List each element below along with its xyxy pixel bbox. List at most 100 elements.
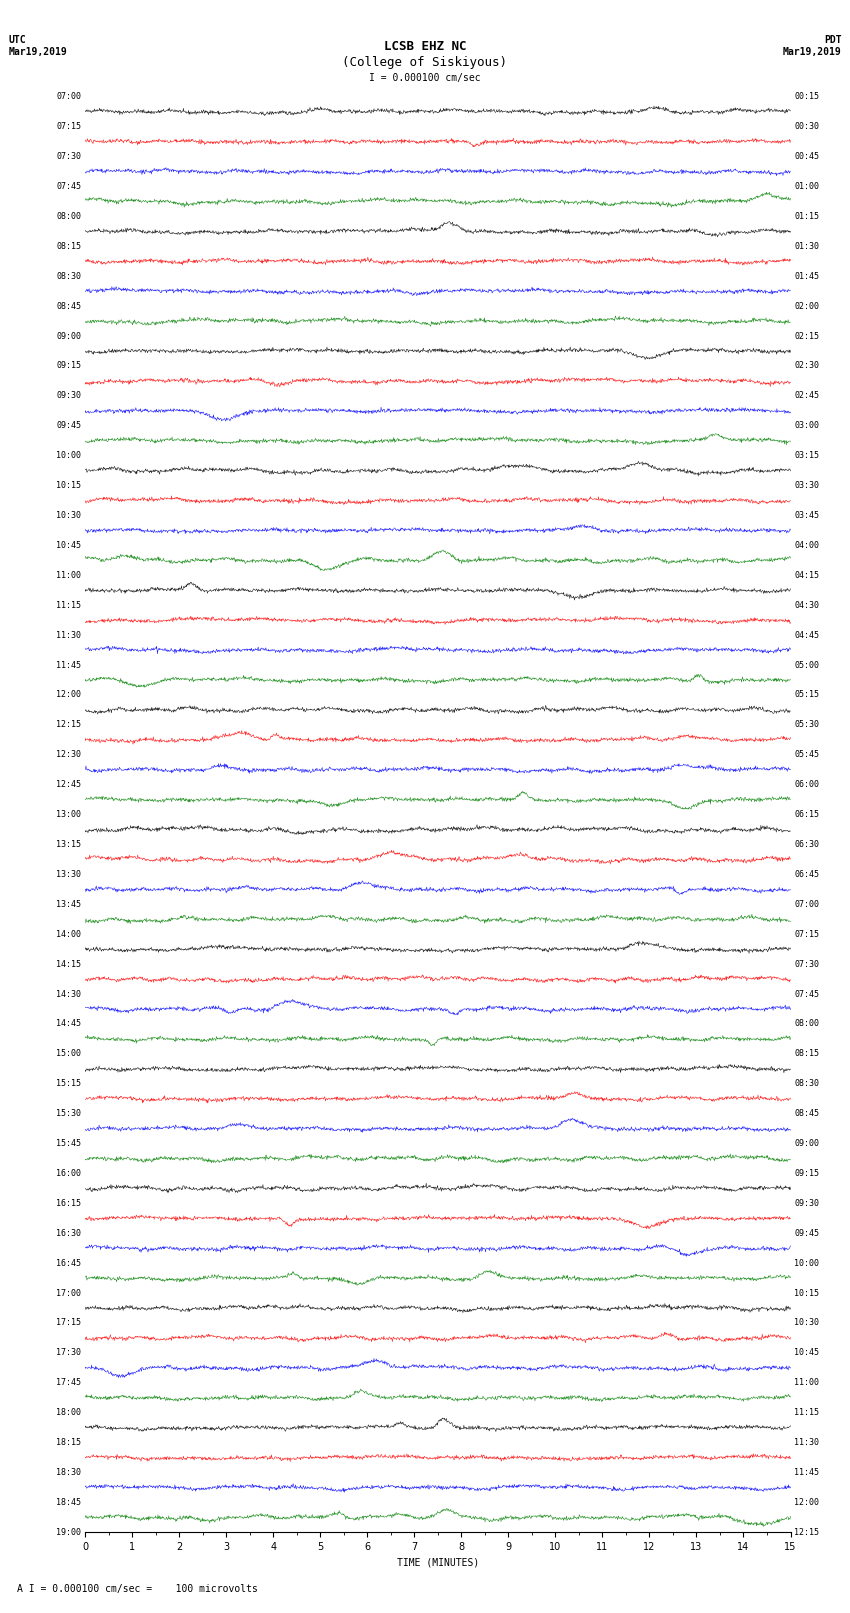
Text: 02:00: 02:00 bbox=[794, 302, 819, 311]
Text: 10:15: 10:15 bbox=[794, 1289, 819, 1297]
Text: 13:15: 13:15 bbox=[56, 840, 82, 848]
Text: 12:15: 12:15 bbox=[794, 1528, 819, 1537]
Text: 06:00: 06:00 bbox=[794, 781, 819, 789]
Text: 04:15: 04:15 bbox=[794, 571, 819, 579]
Text: 09:00: 09:00 bbox=[794, 1139, 819, 1148]
Text: 09:30: 09:30 bbox=[794, 1198, 819, 1208]
Text: 10:30: 10:30 bbox=[56, 511, 82, 519]
Text: 11:15: 11:15 bbox=[794, 1408, 819, 1418]
Text: 12:30: 12:30 bbox=[56, 750, 82, 760]
Text: 10:00: 10:00 bbox=[794, 1258, 819, 1268]
Text: 09:30: 09:30 bbox=[56, 392, 82, 400]
X-axis label: TIME (MINUTES): TIME (MINUTES) bbox=[397, 1558, 479, 1568]
Text: 01:45: 01:45 bbox=[794, 271, 819, 281]
Text: 07:30: 07:30 bbox=[794, 960, 819, 968]
Text: 04:30: 04:30 bbox=[794, 600, 819, 610]
Text: 17:30: 17:30 bbox=[56, 1348, 82, 1358]
Text: 10:30: 10:30 bbox=[794, 1318, 819, 1327]
Text: 18:15: 18:15 bbox=[56, 1439, 82, 1447]
Text: 06:30: 06:30 bbox=[794, 840, 819, 848]
Text: (College of Siskiyous): (College of Siskiyous) bbox=[343, 56, 507, 69]
Text: 08:30: 08:30 bbox=[56, 271, 82, 281]
Text: 01:15: 01:15 bbox=[794, 211, 819, 221]
Text: 16:00: 16:00 bbox=[56, 1169, 82, 1177]
Text: 01:30: 01:30 bbox=[794, 242, 819, 250]
Text: 03:45: 03:45 bbox=[794, 511, 819, 519]
Text: 12:45: 12:45 bbox=[56, 781, 82, 789]
Text: LCSB EHZ NC: LCSB EHZ NC bbox=[383, 40, 467, 53]
Text: 10:45: 10:45 bbox=[794, 1348, 819, 1358]
Text: 18:00: 18:00 bbox=[56, 1408, 82, 1418]
Text: 08:45: 08:45 bbox=[56, 302, 82, 311]
Text: 07:45: 07:45 bbox=[794, 989, 819, 998]
Text: 10:45: 10:45 bbox=[56, 540, 82, 550]
Text: 07:15: 07:15 bbox=[56, 123, 82, 131]
Text: 15:00: 15:00 bbox=[56, 1050, 82, 1058]
Text: 02:30: 02:30 bbox=[794, 361, 819, 371]
Text: 07:45: 07:45 bbox=[56, 182, 82, 190]
Text: 18:45: 18:45 bbox=[56, 1498, 82, 1507]
Text: 16:15: 16:15 bbox=[56, 1198, 82, 1208]
Text: 02:15: 02:15 bbox=[794, 332, 819, 340]
Text: 12:15: 12:15 bbox=[56, 721, 82, 729]
Text: 14:15: 14:15 bbox=[56, 960, 82, 968]
Text: 15:45: 15:45 bbox=[56, 1139, 82, 1148]
Text: PDT
Mar19,2019: PDT Mar19,2019 bbox=[783, 35, 842, 56]
Text: 08:00: 08:00 bbox=[56, 211, 82, 221]
Text: 05:15: 05:15 bbox=[794, 690, 819, 700]
Text: 07:15: 07:15 bbox=[794, 929, 819, 939]
Text: UTC
Mar19,2019: UTC Mar19,2019 bbox=[8, 35, 67, 56]
Text: 10:15: 10:15 bbox=[56, 481, 82, 490]
Text: A I = 0.000100 cm/sec =    100 microvolts: A I = 0.000100 cm/sec = 100 microvolts bbox=[17, 1584, 258, 1594]
Text: 11:15: 11:15 bbox=[56, 600, 82, 610]
Text: 00:45: 00:45 bbox=[794, 152, 819, 161]
Text: 00:30: 00:30 bbox=[794, 123, 819, 131]
Text: 04:45: 04:45 bbox=[794, 631, 819, 640]
Text: 15:30: 15:30 bbox=[56, 1110, 82, 1118]
Text: 17:15: 17:15 bbox=[56, 1318, 82, 1327]
Text: 16:30: 16:30 bbox=[56, 1229, 82, 1237]
Text: 01:00: 01:00 bbox=[794, 182, 819, 190]
Text: 19:00: 19:00 bbox=[56, 1528, 82, 1537]
Text: 08:15: 08:15 bbox=[794, 1050, 819, 1058]
Text: 13:30: 13:30 bbox=[56, 869, 82, 879]
Text: 10:00: 10:00 bbox=[56, 452, 82, 460]
Text: 08:15: 08:15 bbox=[56, 242, 82, 250]
Text: 03:15: 03:15 bbox=[794, 452, 819, 460]
Text: 06:45: 06:45 bbox=[794, 869, 819, 879]
Text: 17:45: 17:45 bbox=[56, 1379, 82, 1387]
Text: 14:30: 14:30 bbox=[56, 989, 82, 998]
Text: 08:45: 08:45 bbox=[794, 1110, 819, 1118]
Text: 00:15: 00:15 bbox=[794, 92, 819, 102]
Text: 11:00: 11:00 bbox=[56, 571, 82, 579]
Text: 16:45: 16:45 bbox=[56, 1258, 82, 1268]
Text: 09:45: 09:45 bbox=[794, 1229, 819, 1237]
Text: 09:15: 09:15 bbox=[56, 361, 82, 371]
Text: 11:30: 11:30 bbox=[794, 1439, 819, 1447]
Text: 11:00: 11:00 bbox=[794, 1379, 819, 1387]
Text: 11:30: 11:30 bbox=[56, 631, 82, 640]
Text: 06:15: 06:15 bbox=[794, 810, 819, 819]
Text: 13:45: 13:45 bbox=[56, 900, 82, 908]
Text: 11:45: 11:45 bbox=[56, 661, 82, 669]
Text: 07:30: 07:30 bbox=[56, 152, 82, 161]
Text: 05:30: 05:30 bbox=[794, 721, 819, 729]
Text: 05:45: 05:45 bbox=[794, 750, 819, 760]
Text: 09:45: 09:45 bbox=[56, 421, 82, 431]
Text: 08:00: 08:00 bbox=[794, 1019, 819, 1029]
Text: 03:30: 03:30 bbox=[794, 481, 819, 490]
Text: 14:00: 14:00 bbox=[56, 929, 82, 939]
Text: 12:00: 12:00 bbox=[56, 690, 82, 700]
Text: 04:00: 04:00 bbox=[794, 540, 819, 550]
Text: 03:00: 03:00 bbox=[794, 421, 819, 431]
Text: 11:45: 11:45 bbox=[794, 1468, 819, 1478]
Text: 02:45: 02:45 bbox=[794, 392, 819, 400]
Text: 07:00: 07:00 bbox=[56, 92, 82, 102]
Text: 09:15: 09:15 bbox=[794, 1169, 819, 1177]
Text: 09:00: 09:00 bbox=[56, 332, 82, 340]
Text: 14:45: 14:45 bbox=[56, 1019, 82, 1029]
Text: 12:00: 12:00 bbox=[794, 1498, 819, 1507]
Text: I = 0.000100 cm/sec: I = 0.000100 cm/sec bbox=[369, 73, 481, 82]
Text: 17:00: 17:00 bbox=[56, 1289, 82, 1297]
Text: 13:00: 13:00 bbox=[56, 810, 82, 819]
